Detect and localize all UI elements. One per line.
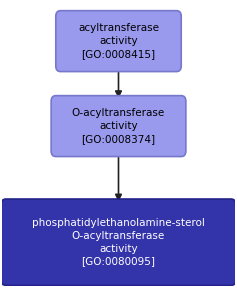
FancyBboxPatch shape [1,199,236,286]
Text: phosphatidylethanolamine-sterol
O-acyltransferase
activity
[GO:0080095]: phosphatidylethanolamine-sterol O-acyltr… [32,218,205,266]
FancyBboxPatch shape [51,96,186,157]
FancyBboxPatch shape [56,11,181,72]
Text: O-acyltransferase
activity
[GO:0008374]: O-acyltransferase activity [GO:0008374] [72,108,165,144]
Text: acyltransferase
activity
[GO:0008415]: acyltransferase activity [GO:0008415] [78,23,159,59]
